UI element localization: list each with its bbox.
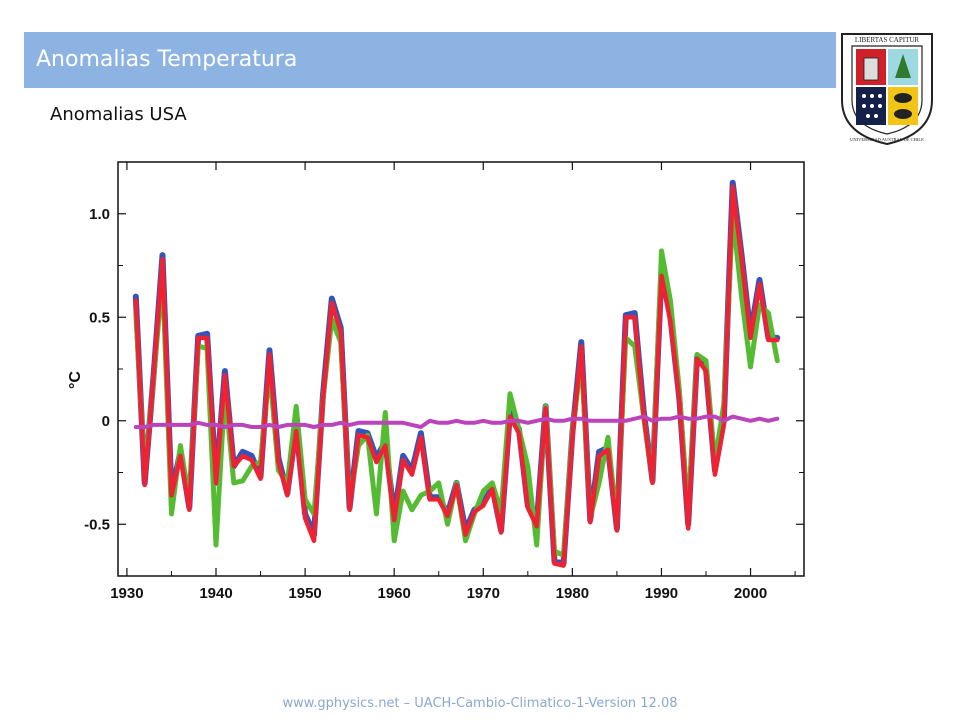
y-tick-label: 1.0	[89, 206, 110, 223]
x-tick-label: 1980	[556, 585, 589, 602]
footer-text: www.gphysics.net – UACH-Cambio-Climatico…	[282, 696, 678, 711]
temperature-anomaly-chart: 1930 1940 1950 1960 1970 1980 1990 2000 1.0 0.5 0 -…	[67, 161, 805, 602]
crest-ring-text: UNIVERSIDAD AUSTRAL DE CHILE	[850, 137, 924, 142]
crest-star	[874, 114, 878, 118]
crest-star	[870, 104, 874, 108]
x-tick-label: 1930	[110, 585, 143, 602]
y-tick-label: 0	[102, 413, 110, 430]
crest-star	[878, 94, 882, 98]
crest-star	[870, 94, 874, 98]
x-tick-label: 1940	[199, 585, 232, 602]
series-line-4	[133, 414, 780, 429]
title-bar: Anomalias Temperatura	[24, 32, 836, 88]
crest-star	[866, 114, 870, 118]
crest-quarter-gold	[888, 87, 918, 125]
crest-tree-icon	[895, 54, 911, 78]
crest-animal-icon	[894, 109, 912, 119]
y-axis-label: °C	[67, 371, 84, 389]
crest-animal-icon	[894, 93, 912, 103]
y-tick-label: 0.5	[89, 309, 110, 326]
series-line-3	[133, 184, 780, 568]
x-tick-label: 1960	[377, 585, 410, 602]
x-tick-label: 1990	[645, 585, 678, 602]
chart-subtitle: Anomalias USA	[50, 104, 187, 125]
x-tick-label: 1970	[467, 585, 500, 602]
x-tick-label: 1950	[288, 585, 321, 602]
crest-tower-icon	[863, 57, 879, 81]
x-tick-label: 2000	[734, 585, 767, 602]
y-tick-label: -0.5	[84, 516, 110, 533]
university-crest-logo: LIBERTAS CAPITUR UNIVERSIDAD AUSTRAL DE …	[841, 33, 933, 146]
crest-star	[862, 104, 866, 108]
crest-star	[878, 104, 882, 108]
page-title: Anomalias Temperatura	[36, 47, 298, 72]
crest-star	[862, 94, 866, 98]
crest-motto: LIBERTAS CAPITUR	[855, 36, 919, 44]
